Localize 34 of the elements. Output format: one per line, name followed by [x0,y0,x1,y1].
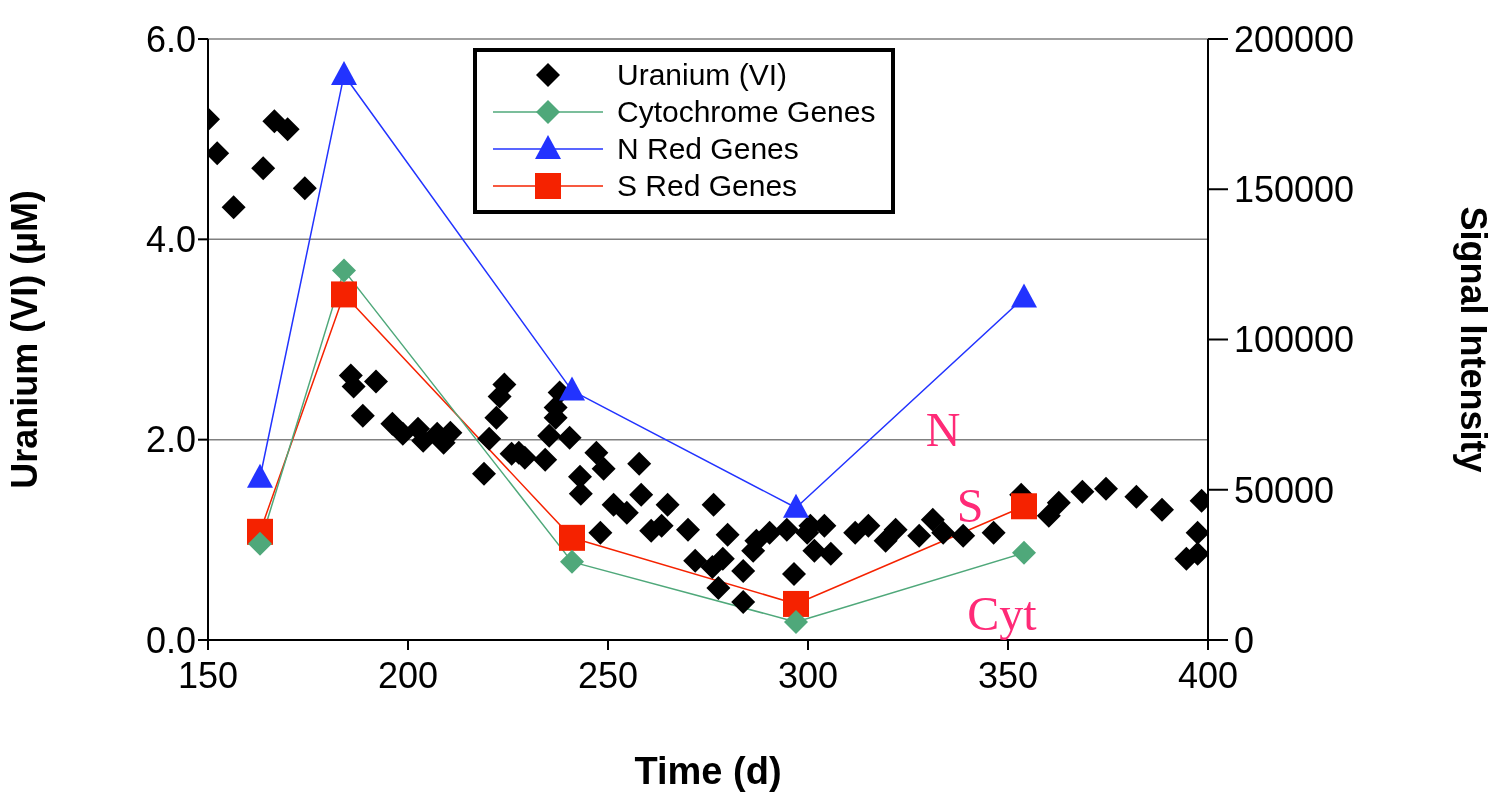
x-tick-label: 350 [977,654,1039,696]
point [1011,283,1037,308]
y2-tick-label: 200000 [1234,18,1355,60]
x-tick-label: 250 [577,654,639,696]
point [332,258,356,283]
y-tick-label: 6.0 [145,18,196,60]
y2-tick-label: 100000 [1234,319,1355,361]
y2-axis-title: Signal Intensity [1453,206,1494,473]
point [784,609,808,634]
x-axis-title: Time (d) [634,750,782,792]
y2-tick-label: 150000 [1234,169,1355,211]
y-axis-title: Uranium (VI) (µM) [3,190,45,489]
point [783,493,809,518]
point [247,463,273,488]
x-tick-label: 200 [377,654,439,696]
y2-tick-label: 50000 [1234,469,1335,511]
x-tick-label: 300 [777,654,839,696]
point [1011,493,1037,520]
legend-label: N Red Genes [617,131,799,167]
y-tick-label: 4.0 [145,219,196,261]
legend-label: S Red Genes [617,168,798,204]
point [331,281,357,308]
point [248,531,272,556]
point [559,524,585,551]
point [783,590,809,617]
point [1012,540,1036,565]
legend-label: Cytochrome Genes [617,94,876,130]
y-tick-label: 2.0 [145,419,196,461]
annotation: Cyt [967,587,1037,640]
point [559,376,585,401]
annotation: S [956,479,984,532]
legend-label: Uranium (VI) [617,57,788,93]
point [560,549,584,574]
point [331,61,357,86]
